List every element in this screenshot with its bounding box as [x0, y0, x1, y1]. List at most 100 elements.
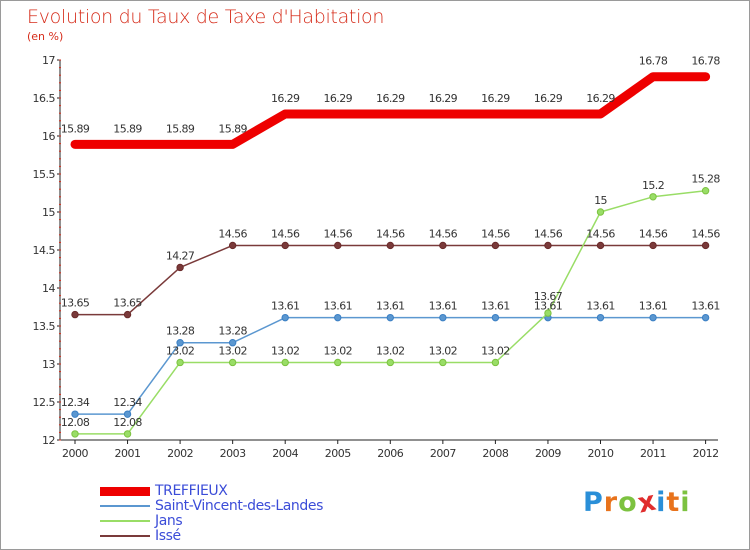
data-point: [334, 313, 342, 322]
data-label: 14.56: [324, 227, 353, 240]
y-tick-label: 12.5: [33, 396, 56, 409]
legend-label-saint-vincent: Saint-Vincent-des-Landes: [155, 498, 323, 514]
data-label: 14.56: [639, 227, 668, 240]
data-point: [228, 241, 237, 250]
data-point: [123, 410, 132, 418]
data-point: [439, 313, 447, 322]
data-label: 12.08: [113, 416, 142, 429]
data-point: [281, 241, 289, 250]
data-label: 13.02: [376, 344, 405, 357]
legend-item-isse: Issé: [100, 528, 360, 544]
data-label: 15.28: [691, 173, 720, 186]
data-point: [439, 241, 447, 250]
data-label: 13.61: [639, 300, 668, 313]
y-tick-label: 14.5: [33, 244, 56, 257]
data-point: [701, 313, 710, 322]
legend-item-treffieux: TREFFIEUX: [100, 483, 360, 499]
data-point: [596, 208, 605, 216]
data-label: 16.29: [429, 92, 458, 105]
data-label: 14.56: [429, 227, 458, 240]
data-label: 14.27: [166, 249, 195, 262]
logo-letter: P: [583, 487, 604, 518]
logo-letter: t: [666, 487, 681, 518]
data-point: [596, 313, 605, 322]
data-label: 15: [594, 194, 607, 207]
data-point: [491, 358, 500, 367]
y-tick-label: 13.5: [33, 320, 56, 333]
data-label: 16.29: [271, 92, 300, 105]
data-point: [649, 193, 657, 201]
data-point: [71, 310, 79, 319]
chart-unit: (en %): [27, 30, 64, 43]
data-label: 14.56: [271, 227, 300, 240]
data-label: 12.34: [61, 396, 90, 409]
legend-label-treffieux: TREFFIEUX: [155, 483, 228, 499]
data-point: [544, 309, 552, 317]
data-label: 16.29: [481, 92, 510, 105]
data-point: [176, 339, 184, 347]
data-label: 14.56: [691, 227, 720, 240]
data-point: [71, 410, 79, 418]
data-label: 12.34: [113, 396, 142, 409]
data-point: [228, 358, 237, 367]
logo-letter: i: [680, 487, 691, 518]
y-tick-label: 17: [42, 54, 55, 67]
data-label: 14.56: [586, 227, 615, 240]
data-label: 13.61: [534, 300, 563, 313]
x-tick-label: 2003: [220, 447, 246, 460]
data-label: 16.29: [376, 92, 405, 105]
data-label: 16.78: [691, 55, 720, 68]
data-label: 16.29: [324, 92, 353, 105]
data-label: 16.29: [586, 92, 615, 105]
data-label: 16.29: [534, 92, 563, 105]
data-point: [386, 313, 394, 322]
legend: TREFFIEUX Saint-Vincent-des-Landes Jans …: [100, 483, 360, 544]
data-label: 14.56: [376, 227, 405, 240]
data-point: [281, 313, 289, 322]
data-label: 14.56: [534, 227, 563, 240]
y-tick-label: 16: [42, 130, 55, 143]
legend-label-jans: Jans: [155, 513, 183, 529]
data-point: [176, 263, 184, 272]
x-tick-label: 2002: [167, 447, 193, 460]
logo-letter: o: [618, 487, 638, 518]
legend-item-jans: Jans: [100, 513, 360, 529]
data-label: 12.08: [61, 416, 90, 429]
data-label: 15.89: [218, 122, 247, 135]
x-tick-label: 2006: [377, 447, 403, 460]
x-tick-label: 2001: [115, 447, 141, 460]
series-line-0: [70, 72, 711, 149]
data-point: [281, 358, 289, 367]
x-tick-label: 2009: [535, 447, 561, 460]
data-label: 13.65: [113, 297, 142, 310]
data-point: [649, 313, 657, 322]
x-tick-label: 2011: [640, 447, 666, 460]
legend-swatch-jans: [100, 520, 150, 522]
data-label: 13.02: [324, 344, 353, 357]
data-point: [596, 241, 605, 250]
y-tick-label: 12: [42, 434, 55, 447]
data-label: 13.61: [429, 300, 458, 313]
x-tick-label: 2005: [325, 447, 351, 460]
data-label: 15.89: [113, 122, 142, 135]
data-point: [123, 310, 132, 319]
y-tick-label: 15.5: [33, 168, 56, 181]
chart-title: Evolution du Taux de Taxe d'Habitation: [27, 6, 385, 28]
proxiti-logo: Proxiti: [583, 485, 691, 519]
y-tick-label: 16.5: [33, 92, 56, 105]
data-label: 13.02: [218, 344, 247, 357]
data-label: 13.02: [166, 344, 195, 357]
data-point: [491, 313, 500, 322]
data-point: [123, 430, 132, 438]
data-label: 13.02: [429, 344, 458, 357]
data-point: [386, 358, 394, 367]
data-label: 14.56: [481, 227, 510, 240]
x-tick-label: 2010: [588, 447, 614, 460]
legend-item-saint-vincent: Saint-Vincent-des-Landes: [100, 498, 360, 514]
data-label: 13.61: [324, 300, 353, 313]
x-tick-label: 2007: [430, 447, 456, 460]
legend-label-isse: Issé: [155, 528, 181, 544]
data-point: [386, 241, 394, 250]
data-point: [701, 187, 710, 195]
legend-swatch-saint-vincent: [100, 505, 150, 507]
